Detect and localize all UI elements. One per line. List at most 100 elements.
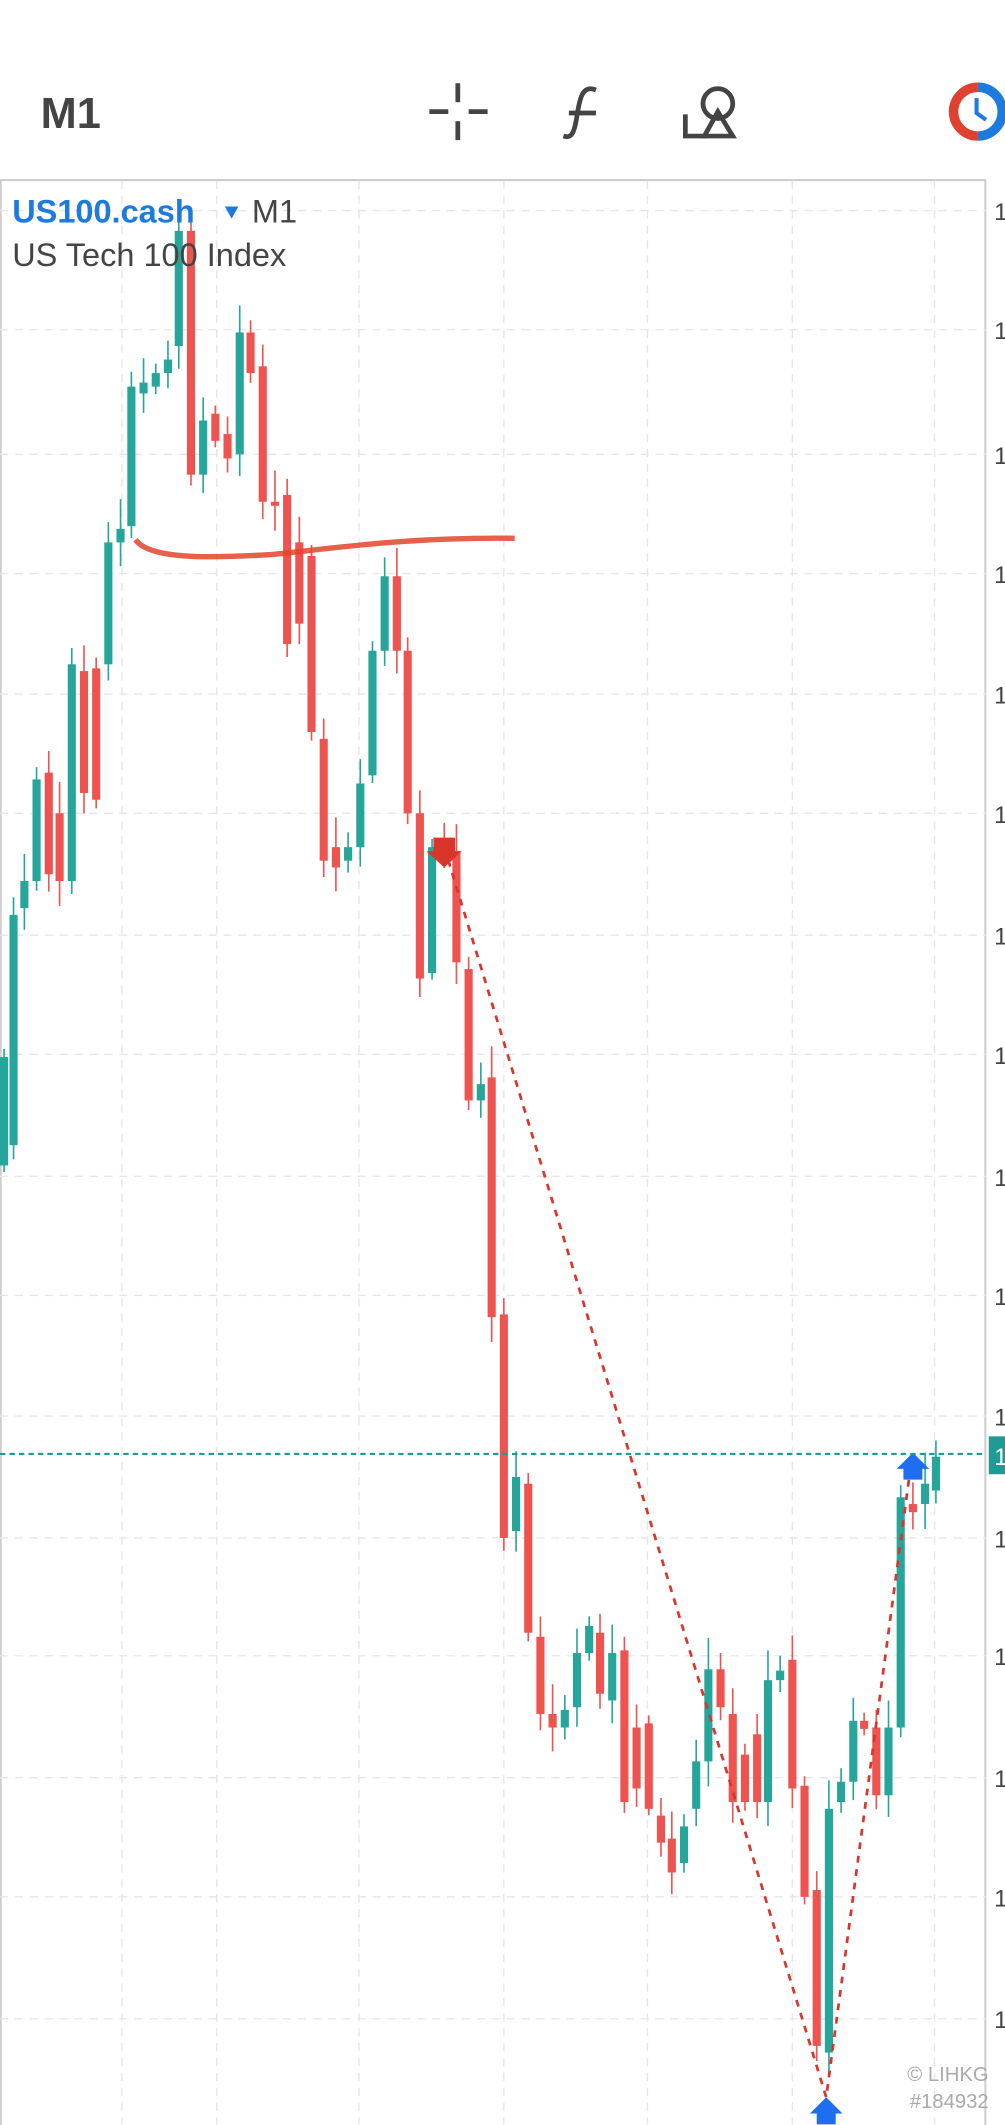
candle-body (524, 1483, 533, 1633)
candle-body (307, 555, 316, 733)
symbol[interactable]: US100.cash (12, 194, 194, 230)
candle-body (837, 1781, 846, 1803)
candle-body (656, 1815, 666, 1843)
price-axis-label: 1 (994, 1766, 1005, 1793)
objects-icon[interactable] (682, 86, 737, 139)
account-icon[interactable] (948, 82, 1005, 141)
candle-body (860, 1720, 869, 1729)
current-price-label: 1 (994, 1444, 1005, 1471)
candle-body (211, 413, 220, 441)
candle-body (476, 1084, 485, 1101)
candle-body (884, 1727, 893, 1796)
candle-body (931, 1456, 940, 1491)
chart-timeframe: M1 (252, 194, 297, 230)
candle-body (716, 1669, 725, 1708)
candle-body (595, 1632, 605, 1694)
candle-body (452, 851, 461, 963)
candle-body (116, 528, 125, 543)
candle-body (20, 881, 29, 909)
candle-body (344, 847, 353, 861)
candle-body (896, 1497, 905, 1728)
candle-body (763, 1680, 773, 1803)
candle-body (127, 386, 136, 527)
candle-body (0, 1057, 9, 1166)
candle-body (356, 783, 365, 848)
candle-body (44, 772, 53, 875)
candle-body (104, 542, 113, 665)
price-axis-label: 1 (994, 683, 1005, 710)
candle-body (667, 1838, 676, 1873)
candle-body (849, 1720, 858, 1782)
candle-body (163, 359, 173, 374)
candle-body (572, 1653, 582, 1708)
price-axis-label: 1 (994, 2007, 1005, 2034)
price-axis-label: 1 (994, 1284, 1005, 1311)
indicator-icon[interactable] (562, 86, 597, 140)
price-axis-label: 1 (994, 1404, 1005, 1431)
candle-body (223, 434, 232, 459)
candle-body (608, 1653, 617, 1701)
candle-body (151, 373, 160, 387)
price-axis-label: 1 (994, 1644, 1005, 1671)
candle-body (186, 230, 196, 475)
buy-arrow (809, 2097, 843, 2125)
price-axis-label: 1 (994, 1526, 1005, 1553)
price-axis-label: 1 (994, 562, 1005, 589)
candle-body (692, 1761, 701, 1809)
candle-body (258, 366, 267, 502)
candle-body (55, 813, 64, 882)
candle-body (872, 1727, 881, 1796)
sell-arrow (426, 837, 462, 868)
candle-body (392, 576, 401, 651)
watermark: © LIHKG (907, 2064, 989, 2086)
candle-body (536, 1636, 545, 1714)
candle-body (295, 542, 304, 624)
candle-body (79, 671, 89, 793)
candle-body (585, 1625, 594, 1654)
candle-body (199, 420, 208, 475)
candle-body (800, 1785, 809, 1897)
candle-body (415, 813, 424, 979)
timeframe-button[interactable]: M1 (41, 90, 101, 138)
watermark: #184932 (910, 2091, 989, 2113)
candle-body (548, 1713, 557, 1728)
price-axis-label: 1 (994, 199, 1005, 226)
buy-arrow (896, 1452, 930, 1480)
candle-body (331, 847, 340, 868)
candle-body (67, 664, 76, 882)
candle-body (788, 1659, 797, 1789)
candle-body (403, 650, 412, 814)
candle-body (487, 1077, 496, 1318)
candle-body (283, 494, 292, 644)
candle-body (270, 501, 280, 506)
candle-body (921, 1483, 930, 1505)
candle-body (368, 650, 377, 776)
candle-body (776, 1670, 785, 1681)
current-price-box (988, 1436, 1005, 1475)
candle-body (428, 847, 437, 974)
symbol-dropdown[interactable] (224, 206, 239, 219)
candle-body (92, 668, 101, 800)
candle-body (620, 1650, 629, 1803)
crosshair-icon[interactable] (429, 83, 488, 141)
candle-body (9, 914, 18, 1146)
candles (0, 202, 940, 2076)
freehand-drawing (133, 535, 515, 560)
candle-body (740, 1754, 750, 1803)
trade-line (442, 846, 912, 2098)
candle-body (908, 1504, 917, 1513)
price-axis-label: 1 (994, 1165, 1005, 1192)
candle-body (380, 576, 389, 651)
price-axis-label: 1 (994, 924, 1005, 951)
candle-body (246, 332, 255, 374)
candle-body (632, 1727, 641, 1789)
price-axis-label: 1 (994, 1885, 1005, 1912)
candle-body (679, 1826, 689, 1863)
candle-body (753, 1734, 762, 1803)
candle-body (824, 1808, 833, 2053)
candle-body (499, 1314, 508, 1538)
candle-body (139, 382, 148, 394)
candle-body (560, 1709, 569, 1728)
